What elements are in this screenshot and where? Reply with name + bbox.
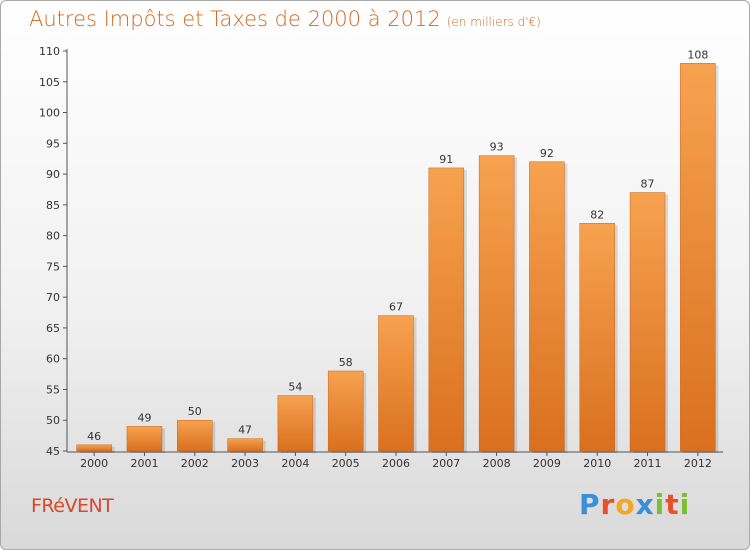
data-label: 46 — [87, 430, 101, 443]
y-tick-label: 95 — [46, 137, 60, 150]
y-tick-label: 85 — [46, 199, 60, 212]
x-tick-label: 2005 — [332, 457, 360, 470]
y-tick-label: 65 — [46, 322, 60, 335]
x-tick-label: 2004 — [281, 457, 309, 470]
data-label: 58 — [339, 356, 353, 369]
logo-letter: x — [635, 488, 655, 521]
y-tick-label: 60 — [46, 353, 60, 366]
x-tick-label: 2007 — [432, 457, 460, 470]
y-tick-label: 80 — [46, 230, 60, 243]
data-label: 92 — [540, 147, 554, 160]
y-tick-label: 110 — [39, 45, 60, 58]
bar — [227, 438, 263, 452]
logo-letter: t — [665, 488, 680, 521]
chart-subtitle: (en milliers d'€) — [446, 15, 541, 29]
y-tick-label: 105 — [39, 76, 60, 89]
y-tick-label: 70 — [46, 291, 60, 304]
y-tick-label: 55 — [46, 383, 60, 396]
x-tick-label: 2008 — [483, 457, 511, 470]
x-tick-label: 2001 — [130, 457, 158, 470]
data-label: 87 — [641, 178, 655, 191]
proxiti-logo[interactable]: Proxiti — [579, 488, 690, 521]
bar — [428, 167, 465, 452]
data-label: 47 — [238, 424, 252, 437]
data-label: 108 — [687, 48, 708, 61]
logo-letter: i — [679, 488, 691, 521]
x-tick-label: 2003 — [231, 457, 259, 470]
bar — [277, 395, 314, 452]
x-tick-label: 2002 — [181, 457, 209, 470]
data-label: 93 — [490, 141, 504, 154]
x-tick-label: 2006 — [382, 457, 410, 470]
x-tick-label: 2012 — [684, 457, 712, 470]
data-label: 67 — [389, 301, 403, 314]
data-label: 82 — [590, 208, 604, 221]
chart-title: Autres Impôts et Taxes de 2000 à 2012 (en… — [29, 7, 541, 31]
data-label: 91 — [439, 153, 453, 166]
commune-name: FRéVENT — [31, 495, 114, 517]
chart-title-text: Autres Impôts et Taxes de 2000 à 2012 — [29, 7, 441, 31]
y-tick-label: 45 — [46, 445, 60, 458]
bar — [126, 426, 163, 452]
logo-letter: P — [579, 488, 601, 521]
y-tick-label: 100 — [39, 107, 60, 120]
y-tick-label: 50 — [46, 414, 60, 427]
data-label: 54 — [288, 381, 302, 394]
bar — [378, 315, 414, 452]
data-label: 49 — [137, 411, 151, 424]
bar — [529, 161, 565, 452]
logo-letter: o — [615, 488, 636, 521]
bar — [579, 223, 615, 452]
x-tick-label: 2011 — [634, 457, 662, 470]
bar — [76, 444, 112, 452]
y-tick-label: 75 — [46, 260, 60, 273]
data-label: 50 — [188, 405, 202, 418]
bar — [629, 192, 666, 452]
x-tick-label: 2000 — [80, 457, 108, 470]
bar — [177, 419, 213, 452]
x-tick-label: 2009 — [533, 457, 561, 470]
x-tick-label: 2010 — [583, 457, 611, 470]
logo-letter: r — [600, 488, 616, 521]
bar — [327, 370, 364, 452]
logo-letter: i — [654, 488, 666, 521]
bar — [680, 63, 716, 452]
bar — [478, 155, 515, 452]
y-tick-label: 90 — [46, 168, 60, 181]
